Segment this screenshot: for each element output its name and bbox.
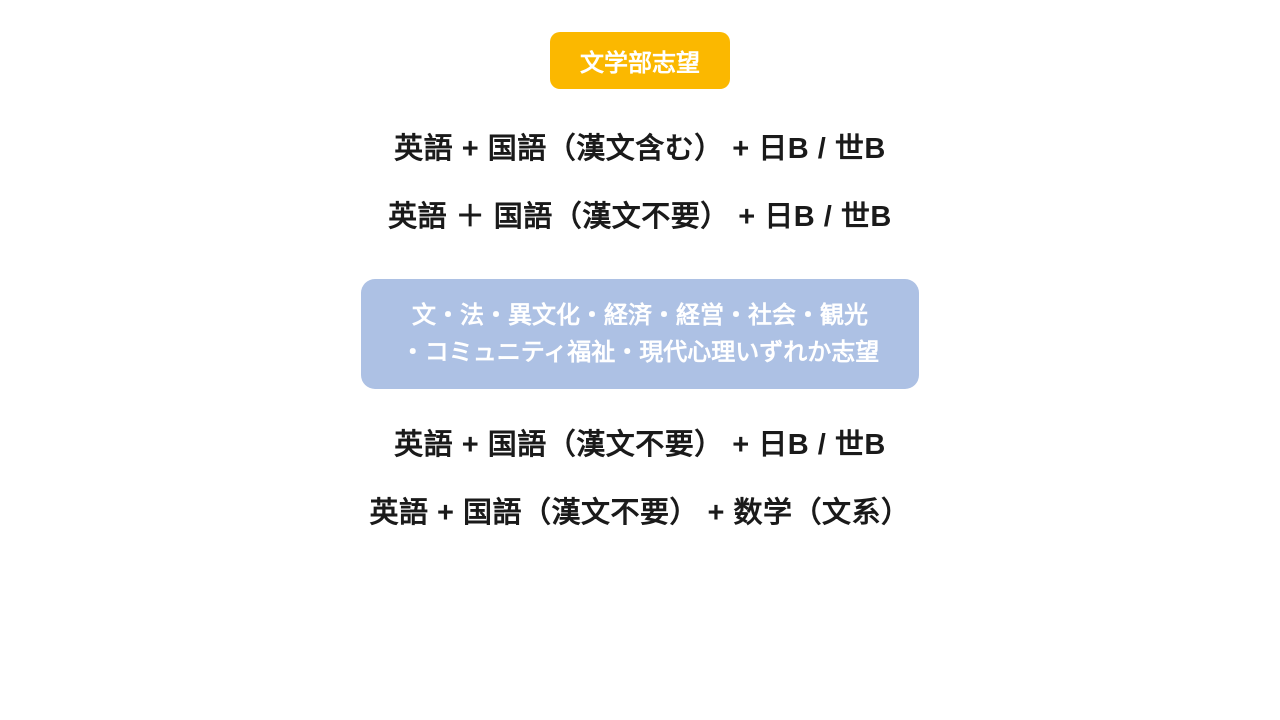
section2-badge: 文・法・異文化・経済・経営・社会・観光 ・コミュニティ福祉・現代心理いずれか志望 xyxy=(361,279,920,389)
section1-line1: 英語 + 国語（漢文含む） + 日B / 世B xyxy=(394,125,886,167)
section2-badge-line2: ・コミュニティ福祉・現代心理いずれか志望 xyxy=(401,339,880,366)
section1-badge: 文学部志望 xyxy=(550,32,730,89)
section2-line1: 英語 + 国語（漢文不要） + 日B / 世B xyxy=(394,421,886,463)
section1-line2: 英語 ＋ 国語（漢文不要） + 日B / 世B xyxy=(388,193,892,235)
section2-badge-line1: 文・法・異文化・経済・経営・社会・観光 xyxy=(412,302,868,329)
section2-line2: 英語 + 国語（漢文不要） + 数学（文系） xyxy=(369,489,910,531)
